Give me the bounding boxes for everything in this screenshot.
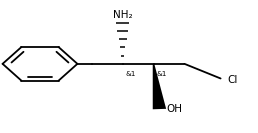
- Text: &1: &1: [157, 71, 167, 77]
- Text: Cl: Cl: [227, 75, 237, 86]
- Text: OH: OH: [166, 104, 182, 114]
- Text: &1: &1: [126, 71, 136, 77]
- Polygon shape: [153, 64, 166, 109]
- Text: NH₂: NH₂: [113, 10, 132, 20]
